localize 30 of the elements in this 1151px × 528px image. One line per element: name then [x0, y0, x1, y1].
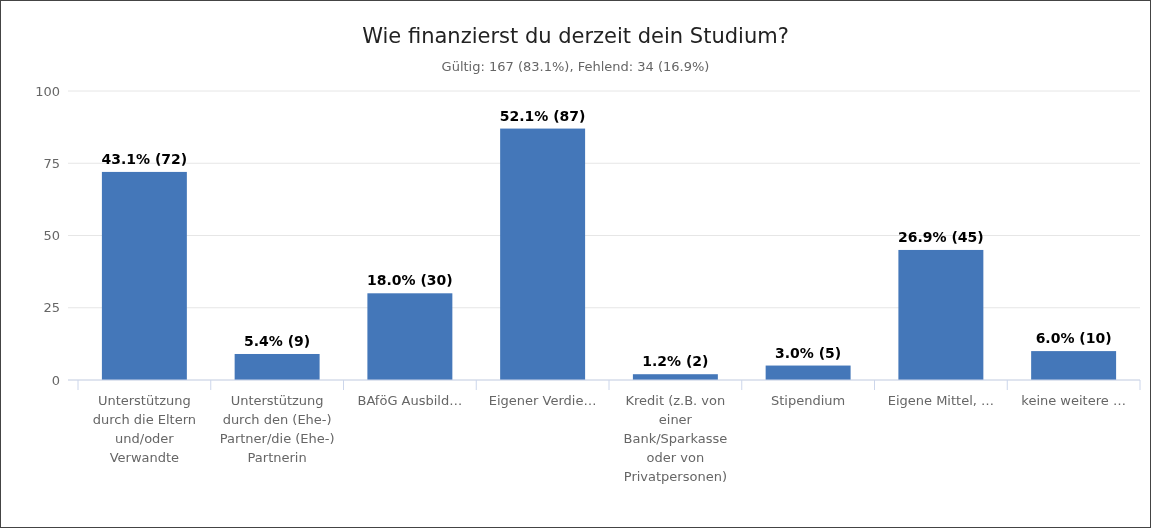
- y-tick-label: 100: [35, 83, 60, 99]
- bar: [765, 365, 851, 380]
- data-label: 18.0% (30): [367, 272, 453, 289]
- x-tick-label: Eigene Mittel, …: [887, 393, 995, 408]
- y-tick-label: 25: [43, 300, 60, 316]
- bar: [500, 128, 586, 380]
- bar: [1031, 351, 1117, 380]
- bar: [101, 171, 187, 380]
- data-label: 1.2% (2): [642, 353, 709, 370]
- bar: [234, 353, 320, 380]
- x-tick-label: Unterstützung durch die Eltern und/oder Verwandte: [92, 393, 197, 465]
- y-tick-label: 75: [43, 155, 60, 171]
- bar: [367, 293, 453, 380]
- chart-subtitle: Gültig: 167 (83.1%), Fehlend: 34 (16.9%): [441, 59, 710, 74]
- data-label: 3.0% (5): [775, 344, 842, 361]
- y-tick-label: 50: [43, 228, 60, 244]
- data-label: 5.4% (9): [244, 332, 311, 349]
- x-tick-label: BAföG Ausbild…: [357, 393, 463, 408]
- x-tick-label: Stipendium: [771, 393, 846, 408]
- x-tick-label: Unterstützung durch den (Ehe-) Partner/die (Ehe-) Partnerin: [219, 393, 335, 465]
- bar: [898, 249, 984, 380]
- data-label: 43.1% (72): [101, 150, 188, 167]
- chart-title: Wie finanzierst du derzeit dein Studium?: [362, 24, 789, 48]
- data-label: 26.9% (45): [898, 228, 984, 245]
- y-tick-label: 0: [51, 372, 60, 388]
- data-label: 52.1% (87): [499, 107, 586, 124]
- data-label: 6.0% (10): [1035, 330, 1112, 347]
- x-tick-label: keine weitere …: [1021, 393, 1126, 408]
- x-tick-label: Kredit (z.B. von einer Bank/Sparkasse oder von Privatpersonen): [623, 393, 728, 484]
- x-tick-label: Eigener Verdie…: [488, 393, 597, 408]
